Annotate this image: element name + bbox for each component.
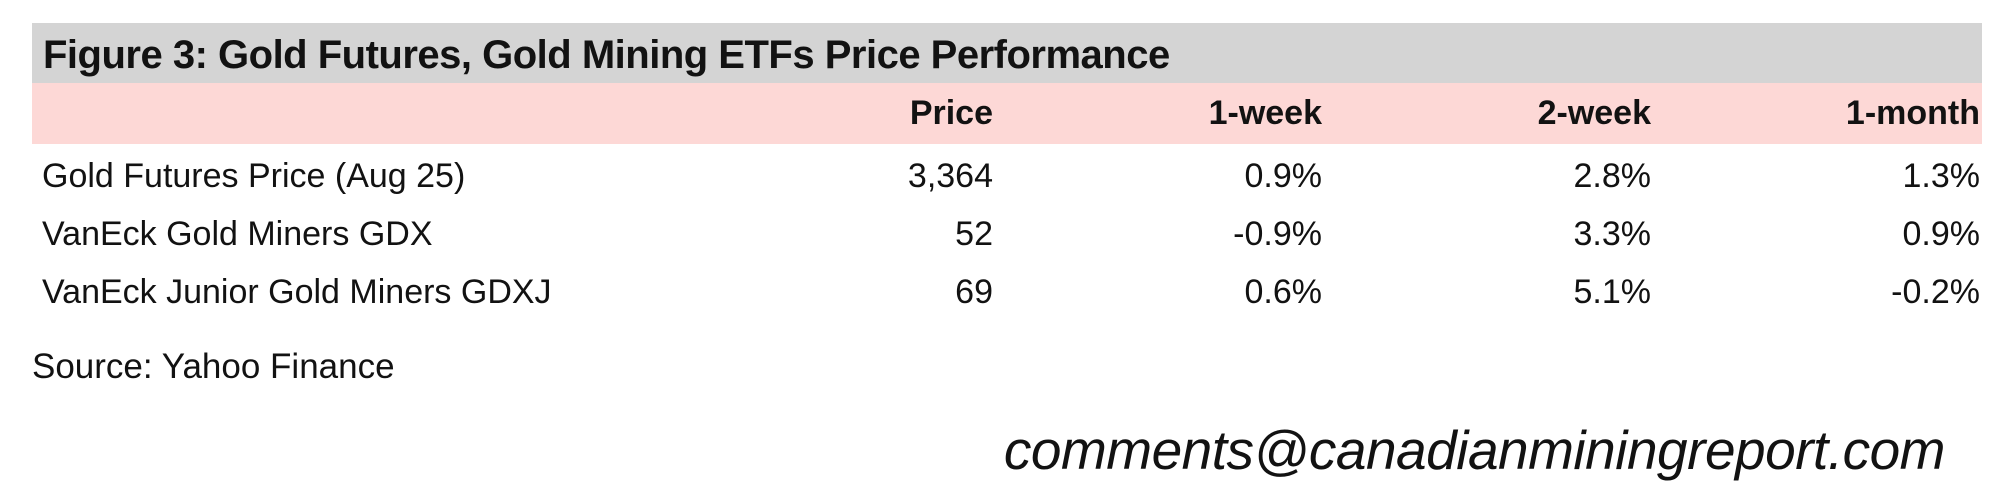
table-body: Gold Futures Price (Aug 25) 3,364 0.9% 2… (32, 144, 1982, 321)
row-label: VanEck Gold Miners GDX (42, 214, 433, 253)
price-value: 3,364 (907, 156, 993, 195)
1-week-value: 0.9% (1244, 156, 1323, 195)
table-header-row: Price 1-week 2-week 1-month (32, 83, 1982, 144)
1-week-value: -0.9% (1233, 214, 1322, 253)
1-week-value: 0.6% (1244, 272, 1323, 311)
price-value: 52 (955, 214, 993, 253)
column-header-1-month: 1-month (1845, 94, 1980, 132)
1-month-value: -0.2% (1891, 272, 1980, 311)
row-label: VanEck Junior Gold Miners GDXJ (42, 272, 552, 311)
1-month-value: 1.3% (1902, 156, 1981, 195)
price-performance-table: Figure 3: Gold Futures, Gold Mining ETFs… (32, 23, 1982, 321)
table-row: VanEck Gold Miners GDX 52 -0.9% 3.3% 0.9… (32, 205, 1982, 263)
column-header-1-week: 1-week (1208, 94, 1322, 132)
figure-title-bar: Figure 3: Gold Futures, Gold Mining ETFs… (32, 23, 1982, 83)
table-row: VanEck Junior Gold Miners GDXJ 69 0.6% 5… (32, 263, 1982, 321)
source-note: Source: Yahoo Finance (32, 347, 395, 386)
column-header-2-week: 2-week (1537, 94, 1651, 132)
column-header-price: Price (909, 94, 993, 132)
1-month-value: 0.9% (1902, 214, 1981, 253)
figure-title: Figure 3: Gold Futures, Gold Mining ETFs… (43, 32, 1170, 77)
price-value: 69 (955, 272, 993, 311)
2-week-value: 5.1% (1573, 272, 1652, 311)
2-week-value: 2.8% (1573, 156, 1652, 195)
row-label: Gold Futures Price (Aug 25) (42, 156, 466, 195)
contact-email: comments@canadianminingreport.com (1003, 419, 1946, 481)
2-week-value: 3.3% (1573, 214, 1652, 253)
table-row: Gold Futures Price (Aug 25) 3,364 0.9% 2… (32, 147, 1982, 205)
